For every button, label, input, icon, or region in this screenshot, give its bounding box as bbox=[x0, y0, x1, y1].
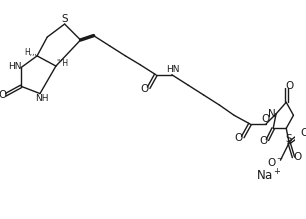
Text: S: S bbox=[61, 14, 68, 24]
Text: O: O bbox=[286, 81, 294, 91]
Text: O: O bbox=[259, 136, 267, 146]
Text: NH: NH bbox=[35, 94, 49, 103]
Text: N: N bbox=[268, 109, 276, 119]
Text: O: O bbox=[300, 128, 306, 138]
Text: O$^-$: O$^-$ bbox=[267, 156, 284, 168]
Text: O: O bbox=[140, 84, 148, 94]
Text: O: O bbox=[293, 152, 301, 162]
Text: O: O bbox=[234, 133, 243, 143]
Text: HN: HN bbox=[8, 62, 21, 71]
Text: H,,,: H,,, bbox=[24, 48, 37, 57]
Text: O: O bbox=[0, 90, 7, 100]
Text: Na$^+$: Na$^+$ bbox=[256, 168, 282, 184]
Text: S: S bbox=[286, 134, 293, 144]
Text: O: O bbox=[262, 114, 270, 124]
Text: HN: HN bbox=[166, 65, 179, 74]
Text: '''H: '''H bbox=[56, 59, 68, 68]
